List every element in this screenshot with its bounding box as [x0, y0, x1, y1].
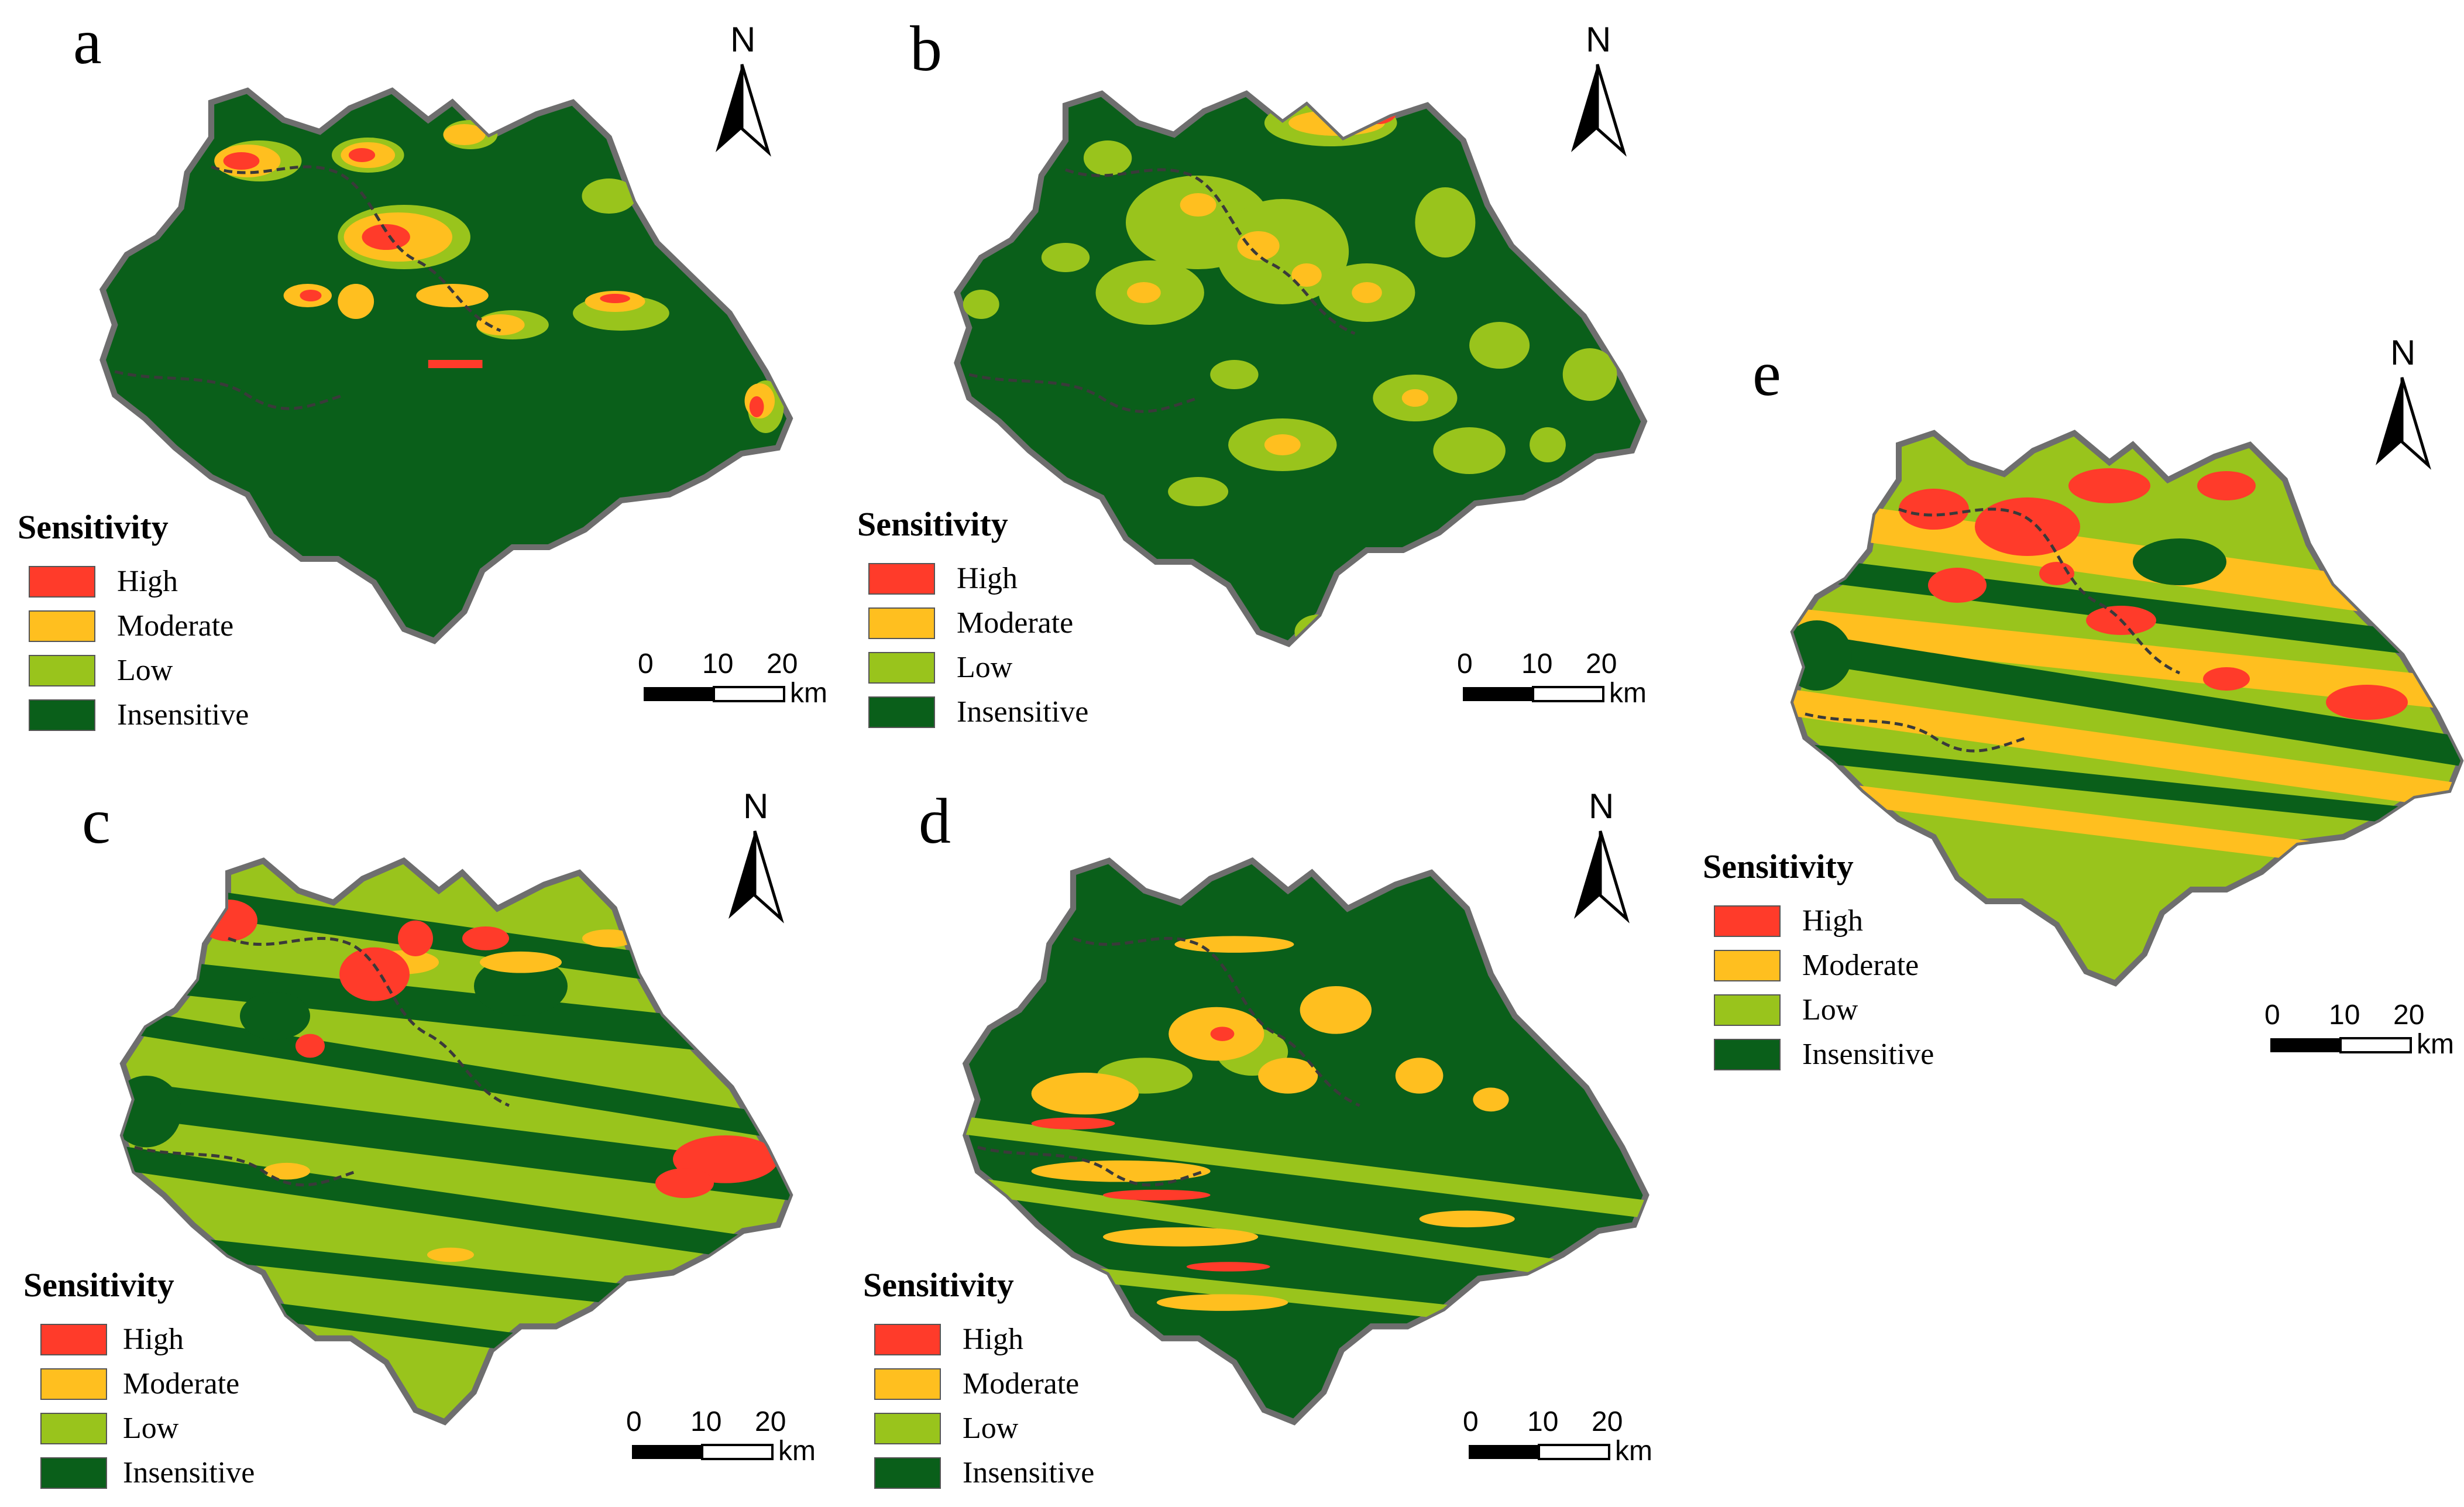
svg-text:km: km [1615, 1436, 1652, 1467]
scale-bar-c: 0 10 20 km [626, 1406, 816, 1467]
sensitivity-patches-c [123, 867, 790, 1388]
svg-text:0: 0 [1463, 1406, 1479, 1437]
panel-d: d [863, 785, 1669, 1489]
panel-e: e [1703, 333, 2464, 1071]
svg-text:N: N [2390, 333, 2415, 372]
panel-letter-b: b [910, 13, 942, 84]
north-arrow-d: N [1574, 787, 1630, 924]
legend-b: Sensitivity High Moderate Low Insensitiv… [857, 505, 1088, 729]
panel-letter-e: e [1752, 338, 1781, 409]
panel-letter-a: a [73, 6, 102, 77]
panel-letter-d: d [919, 785, 951, 857]
svg-text:Insensitive: Insensitive [123, 1456, 255, 1489]
svg-text:0: 0 [638, 648, 654, 679]
svg-text:20: 20 [755, 1406, 786, 1437]
north-arrow-a: N [716, 20, 771, 157]
region-map-e [1782, 433, 2464, 983]
region-map-d [955, 861, 1669, 1422]
svg-text:N: N [1589, 787, 1614, 826]
svg-text:Moderate: Moderate [117, 609, 233, 643]
scale-bar-b: 0 10 20 km [1457, 648, 1647, 709]
svg-text:0: 0 [1457, 648, 1473, 679]
svg-text:10: 10 [2329, 1000, 2360, 1031]
svg-text:High: High [963, 1323, 1023, 1356]
svg-text:20: 20 [767, 648, 798, 679]
svg-text:10: 10 [1521, 648, 1552, 679]
svg-text:Insensitive: Insensitive [963, 1456, 1094, 1489]
svg-text:20: 20 [1586, 648, 1617, 679]
svg-text:High: High [1802, 904, 1863, 938]
scale-bar-a: 0 10 20 km [638, 648, 827, 709]
svg-text:km: km [1609, 678, 1647, 709]
north-arrow-c: N [728, 787, 784, 924]
svg-text:10: 10 [690, 1406, 721, 1437]
svg-text:Insensitive: Insensitive [117, 698, 249, 732]
svg-text:Moderate: Moderate [963, 1367, 1079, 1400]
legend-d: Sensitivity High Moderate Low Insensitiv… [863, 1266, 1094, 1489]
panel-a: a [18, 6, 827, 732]
svg-text:20: 20 [2393, 1000, 2424, 1031]
region-map-c [111, 861, 813, 1422]
svg-text:km: km [790, 678, 827, 709]
svg-text:km: km [2417, 1029, 2454, 1060]
north-arrow-b: N [1571, 20, 1627, 157]
svg-text:Low: Low [1802, 993, 1858, 1027]
svg-text:0: 0 [626, 1406, 642, 1437]
svg-text:High: High [123, 1323, 184, 1356]
svg-text:Moderate: Moderate [1802, 949, 1919, 982]
svg-text:N: N [730, 20, 755, 59]
svg-text:Sensitivity: Sensitivity [1703, 847, 1854, 885]
panel-b: b [857, 13, 1647, 729]
north-arrow-e: N [2376, 333, 2431, 470]
svg-text:Insensitive: Insensitive [1802, 1038, 1934, 1071]
svg-text:N: N [1586, 20, 1611, 59]
legend-e: Sensitivity High Moderate Low Insensitiv… [1703, 847, 1934, 1071]
svg-text:km: km [778, 1436, 816, 1467]
svg-text:High: High [957, 562, 1018, 595]
svg-text:10: 10 [1527, 1406, 1558, 1437]
region-map-b [957, 94, 1644, 650]
svg-text:Sensitivity: Sensitivity [23, 1266, 174, 1304]
svg-text:20: 20 [1592, 1406, 1623, 1437]
panel-c: c [23, 785, 816, 1489]
svg-text:Moderate: Moderate [957, 606, 1073, 640]
region-map-a [103, 91, 790, 641]
svg-text:Low: Low [957, 651, 1013, 684]
sensitivity-patches-d [965, 936, 1647, 1343]
legend-a: Sensitivity High Moderate Low Insensitiv… [18, 508, 249, 732]
svg-text:Low: Low [963, 1412, 1019, 1445]
svg-text:Sensitivity: Sensitivity [857, 505, 1008, 543]
svg-text:Sensitivity: Sensitivity [863, 1266, 1014, 1304]
scale-bar-d: 0 10 20 km [1463, 1406, 1652, 1467]
svg-text:Low: Low [123, 1412, 179, 1445]
svg-text:10: 10 [702, 648, 733, 679]
sensitivity-patches-b [963, 98, 1617, 644]
panel-letter-c: c [82, 785, 111, 857]
svg-text:Sensitivity: Sensitivity [18, 508, 169, 546]
svg-text:N: N [743, 787, 768, 826]
svg-text:High: High [117, 565, 178, 598]
svg-text:Insensitive: Insensitive [957, 695, 1088, 729]
legend-c: Sensitivity High Moderate Low Insensitiv… [23, 1266, 255, 1489]
sensitivity-patches-a [214, 120, 784, 433]
scale-bar-e: 0 10 20 km [2264, 1000, 2454, 1060]
svg-text:Low: Low [117, 654, 173, 687]
svg-text:Moderate: Moderate [123, 1367, 239, 1400]
svg-text:0: 0 [2264, 1000, 2280, 1031]
